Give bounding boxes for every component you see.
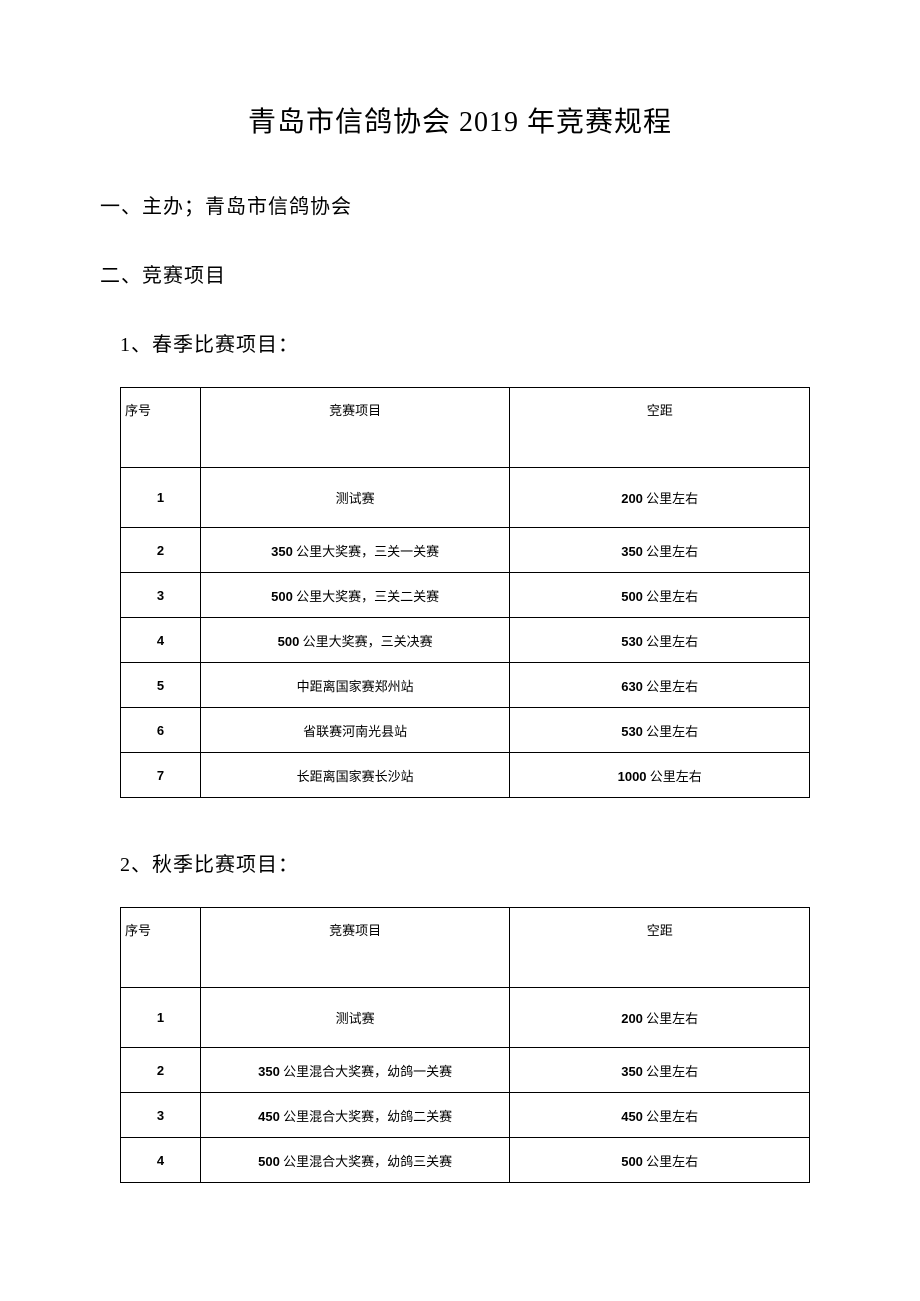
cell-event: 长距离国家赛长沙站: [200, 753, 510, 798]
header-event: 竞赛项目: [200, 908, 510, 988]
cell-event: 测试赛: [200, 468, 510, 528]
table-row: 2350 公里混合大奖赛，幼鸽一关赛350 公里左右: [121, 1048, 810, 1093]
cell-distance: 530 公里左右: [510, 618, 810, 663]
table-row: 1测试赛200 公里左右: [121, 468, 810, 528]
spring-heading: 1、春季比赛项目：: [120, 328, 820, 357]
cell-distance: 500 公里左右: [510, 1138, 810, 1183]
cell-event: 350 公里混合大奖赛，幼鸽一关赛: [200, 1048, 510, 1093]
table-row: 3500 公里大奖赛，三关二关赛500 公里左右: [121, 573, 810, 618]
cell-distance: 530 公里左右: [510, 708, 810, 753]
cell-seq: 2: [121, 1048, 201, 1093]
cell-seq: 3: [121, 1093, 201, 1138]
cell-seq: 7: [121, 753, 201, 798]
table-row: 1测试赛200 公里左右: [121, 988, 810, 1048]
header-seq: 序号: [121, 908, 201, 988]
cell-event: 350 公里大奖赛，三关一关赛: [200, 528, 510, 573]
cell-distance: 630 公里左右: [510, 663, 810, 708]
cell-distance: 200 公里左右: [510, 468, 810, 528]
cell-seq: 5: [121, 663, 201, 708]
cell-seq: 1: [121, 468, 201, 528]
cell-event: 450 公里混合大奖赛，幼鸽二关赛: [200, 1093, 510, 1138]
document-title: 青岛市信鸽协会 2019 年竞赛规程: [100, 100, 820, 140]
cell-distance: 200 公里左右: [510, 988, 810, 1048]
cell-event: 省联赛河南光县站: [200, 708, 510, 753]
autumn-table: 序号 竞赛项目 空距 1测试赛200 公里左右2350 公里混合大奖赛，幼鸽一关…: [120, 907, 810, 1183]
cell-event: 500 公里混合大奖赛，幼鸽三关赛: [200, 1138, 510, 1183]
table-header-row: 序号 竞赛项目 空距: [121, 908, 810, 988]
header-distance: 空距: [510, 388, 810, 468]
cell-event: 测试赛: [200, 988, 510, 1048]
cell-seq: 4: [121, 618, 201, 663]
section-organizer: 一、主办；青岛市信鸽协会: [100, 190, 820, 219]
table-row: 4500 公里大奖赛，三关决赛530 公里左右: [121, 618, 810, 663]
cell-event: 500 公里大奖赛，三关二关赛: [200, 573, 510, 618]
cell-seq: 3: [121, 573, 201, 618]
cell-distance: 1000 公里左右: [510, 753, 810, 798]
table-row: 7长距离国家赛长沙站1000 公里左右: [121, 753, 810, 798]
cell-event: 500 公里大奖赛，三关决赛: [200, 618, 510, 663]
spring-table-container: 序号 竞赛项目 空距 1测试赛200 公里左右2350 公里大奖赛，三关一关赛3…: [120, 387, 820, 798]
table-row: 3450 公里混合大奖赛，幼鸽二关赛450 公里左右: [121, 1093, 810, 1138]
header-distance: 空距: [510, 908, 810, 988]
cell-seq: 4: [121, 1138, 201, 1183]
table-header-row: 序号 竞赛项目 空距: [121, 388, 810, 468]
table-row: 2350 公里大奖赛，三关一关赛350 公里左右: [121, 528, 810, 573]
autumn-table-container: 序号 竞赛项目 空距 1测试赛200 公里左右2350 公里混合大奖赛，幼鸽一关…: [120, 907, 820, 1183]
table-row: 4500 公里混合大奖赛，幼鸽三关赛500 公里左右: [121, 1138, 810, 1183]
cell-distance: 500 公里左右: [510, 573, 810, 618]
cell-seq: 1: [121, 988, 201, 1048]
cell-distance: 450 公里左右: [510, 1093, 810, 1138]
autumn-heading: 2、秋季比赛项目：: [120, 848, 820, 877]
header-event: 竞赛项目: [200, 388, 510, 468]
section-events: 二、竞赛项目: [100, 259, 820, 288]
cell-distance: 350 公里左右: [510, 528, 810, 573]
spring-table: 序号 竞赛项目 空距 1测试赛200 公里左右2350 公里大奖赛，三关一关赛3…: [120, 387, 810, 798]
table-row: 5中距离国家赛郑州站630 公里左右: [121, 663, 810, 708]
cell-event: 中距离国家赛郑州站: [200, 663, 510, 708]
cell-seq: 6: [121, 708, 201, 753]
table-row: 6省联赛河南光县站530 公里左右: [121, 708, 810, 753]
cell-distance: 350 公里左右: [510, 1048, 810, 1093]
header-seq: 序号: [121, 388, 201, 468]
cell-seq: 2: [121, 528, 201, 573]
